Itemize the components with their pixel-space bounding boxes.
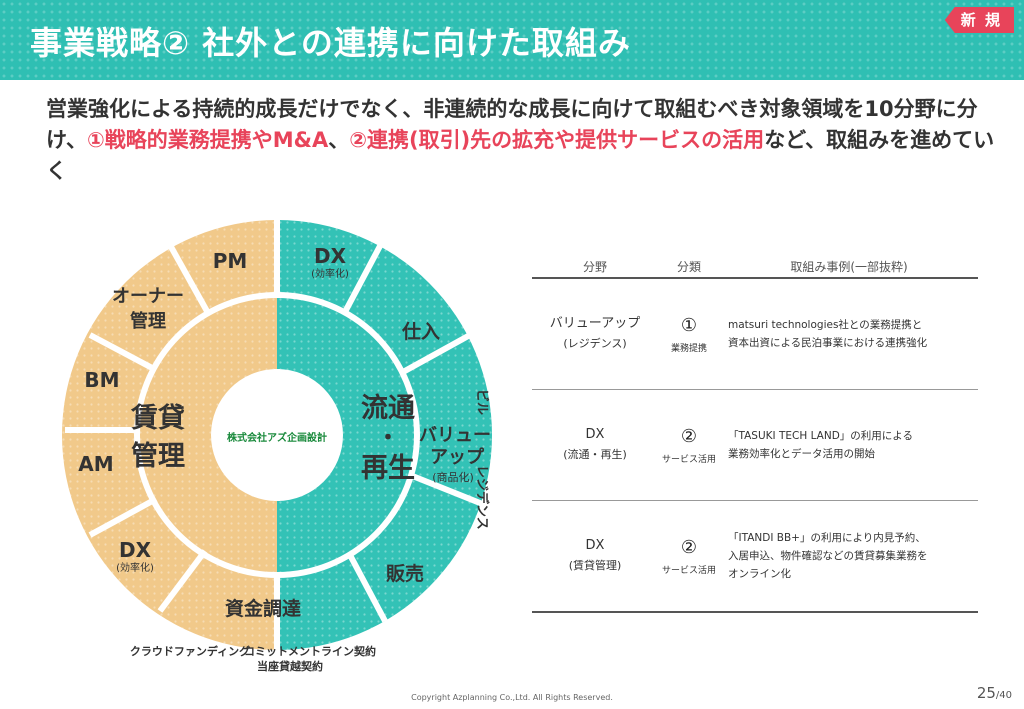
initiatives-table: 分野 分類 取組み事例(一部抜粋) バリューアップ (レジデンス) ① 業務提携… — [532, 255, 978, 613]
header-bar: 事業戦略② 社外との連携に向けた取組み 新 規 — [0, 0, 1024, 80]
valueup-line1: バリュー — [419, 425, 491, 446]
shiire-label: 仕入 — [401, 320, 440, 343]
pm-label: PM — [213, 249, 248, 273]
page-number: 25/40 — [977, 684, 1012, 702]
lead-part2: 、 — [328, 128, 350, 152]
am-label: AM — [78, 452, 113, 476]
row-class: ② サービス活用 — [658, 426, 720, 465]
class-label: 業務提携 — [670, 343, 707, 354]
ryutsu-dot: ・ — [377, 426, 399, 451]
lead-highlight1: ①戦略的業務提携やM&A — [86, 128, 329, 152]
inner-ring-left — [137, 295, 277, 575]
class-label: サービス活用 — [661, 565, 716, 576]
example-line: 入居申込、物件確認などの賃貸募集業務を — [728, 550, 928, 562]
shikin-label: 資金調達 — [225, 597, 301, 620]
chintai-line2: 管理 — [131, 441, 185, 472]
valueup-line2: アップ — [430, 446, 485, 468]
segment-dividers — [65, 220, 487, 650]
class-number: ② — [680, 536, 698, 558]
example-line: 「TASUKI TECH LAND」の利用による — [728, 430, 913, 442]
lead-part3: など、取組みを進めていく — [46, 128, 995, 183]
dx-left-label: DX — [119, 538, 152, 562]
lead-highlight2: ②連携(取引)先の拡充や提供サービスの活用 — [349, 128, 765, 152]
field-name: バリューアップ — [549, 316, 641, 331]
value-up-divider — [405, 384, 418, 478]
header-field: 分野 — [582, 259, 607, 274]
center-company: 株式会社アズ企画設計 — [227, 431, 327, 444]
crowdfunding-label: クラウドファンディング — [130, 644, 250, 658]
header-examples: 取組み事例(一部抜粋) — [790, 259, 908, 274]
dx-right-label: DX — [314, 244, 347, 268]
example-line: 業務効率化とデータ活用の開始 — [728, 448, 875, 460]
class-number: ① — [680, 314, 698, 336]
dx-left-sub: (効率化) — [116, 561, 154, 574]
field-name: DX — [585, 538, 605, 553]
page-current: 25 — [976, 684, 996, 702]
header-class: 分類 — [676, 259, 701, 274]
owner-label2: 管理 — [130, 310, 166, 332]
class-label: サービス活用 — [661, 454, 716, 465]
inner-ring-right — [277, 295, 417, 575]
example-line: matsuri technologies社との業務提携と — [728, 319, 923, 331]
commitment-label: コミットメントライン契約 — [244, 644, 376, 658]
row-field: バリューアップ (レジデンス) — [532, 314, 658, 354]
chintai-line1: 賃貸 — [130, 402, 185, 434]
row-class: ② サービス活用 — [658, 537, 720, 576]
page-title: 事業戦略② 社外との連携に向けた取組み — [30, 24, 631, 62]
row-examples: 「TASUKI TECH LAND」の利用による 業務効率化とデータ活用の開始 — [720, 427, 978, 463]
residence-label: レジデンス — [474, 465, 490, 530]
field-sub: (流通・再生) — [563, 448, 627, 461]
example-line: 「ITANDI BB+」の利用により内見予約、 — [728, 532, 926, 544]
strategy-donut-diagram: 株式会社アズ企画設計 賃貸 管理 流通 ・ 再生 バリュー アップ (商品化) … — [60, 205, 520, 673]
lead-part1: 営業強化による持続的成長だけでなく、非連続的な成長に向けて取組むべき対象領域を1… — [46, 97, 978, 152]
row-class: ① 業務提携 — [658, 315, 720, 354]
page-total: /40 — [995, 690, 1012, 701]
new-badge: 新 規 — [944, 7, 1014, 33]
ryutsu-line1: 流通 — [361, 393, 415, 424]
bm-label: BM — [84, 368, 119, 392]
table-row: DX (賃貸管理) ② サービス活用 「ITANDI BB+」の利用により内見予… — [532, 501, 978, 613]
lead-text: 営業強化による持続的成長だけでなく、非連続的な成長に向けて取組むべき対象領域を1… — [46, 94, 1006, 187]
outer-ring-right — [277, 220, 492, 650]
table-row: バリューアップ (レジデンス) ① 業務提携 matsuri technolog… — [532, 279, 978, 390]
row-field: DX (流通・再生) — [532, 425, 658, 465]
row-field: DX (賃貸管理) — [532, 536, 658, 576]
row-examples: 「ITANDI BB+」の利用により内見予約、 入居申込、物件確認などの賃貸募集… — [720, 529, 978, 583]
overdraft-label: 当座貸越契約 — [257, 659, 323, 673]
copyright: Copyright Azplanning Co.,Ltd. All Rights… — [411, 693, 613, 702]
valueup-sub: (商品化) — [432, 470, 474, 484]
field-sub: (レジデンス) — [563, 337, 627, 350]
owner-label1: オーナー — [112, 286, 184, 307]
field-name: DX — [585, 427, 605, 442]
dx-right-sub: (効率化) — [311, 267, 349, 280]
biru-label: ビル — [474, 389, 490, 415]
row-examples: matsuri technologies社との業務提携と 資本出資による民泊事業… — [720, 316, 978, 352]
example-line: オンライン化 — [728, 568, 791, 580]
ryutsu-line2: 再生 — [361, 453, 415, 484]
example-line: 資本出資による民泊事業における連携強化 — [728, 337, 928, 349]
outer-ring-left — [62, 220, 277, 650]
hanbai-label: 販売 — [386, 562, 424, 585]
class-number: ② — [680, 425, 698, 447]
center-circle — [215, 373, 339, 497]
donut-svg: 株式会社アズ企画設計 賃貸 管理 流通 ・ 再生 バリュー アップ (商品化) … — [62, 220, 492, 673]
field-sub: (賃貸管理) — [568, 559, 622, 572]
table-row: DX (流通・再生) ② サービス活用 「TASUKI TECH LAND」の利… — [532, 390, 978, 501]
table-header: 分野 分類 取組み事例(一部抜粋) — [532, 255, 978, 279]
